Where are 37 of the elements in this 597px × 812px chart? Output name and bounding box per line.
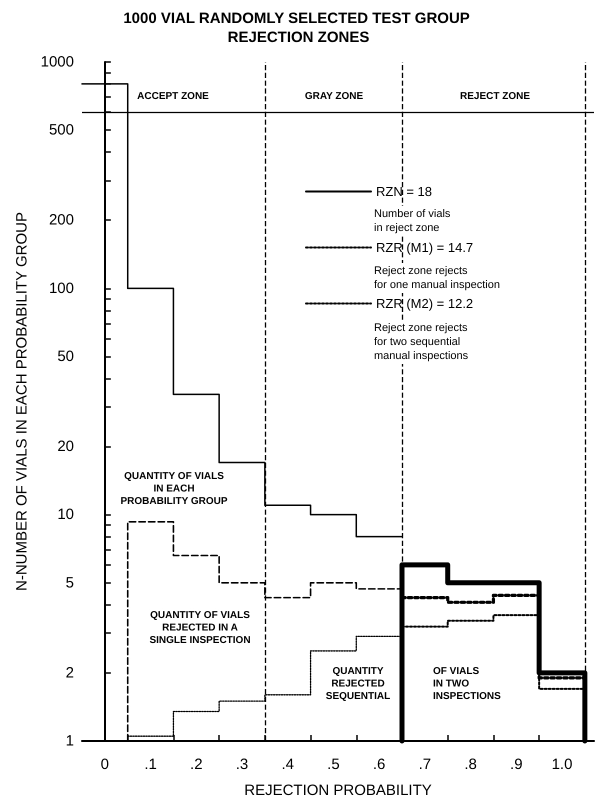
x-tick-label: .9 [510, 756, 523, 773]
x-tick-label: .7 [418, 756, 432, 773]
y-axis-title: N-NUMBER OF VIALS IN EACH PROBABILITY GROUP [14, 212, 31, 591]
y-tick-label: 1 [66, 732, 74, 750]
legend-label: RZR (M1) = 14.7 [376, 240, 474, 255]
annotation: Reject zone rejects for two sequential manual inspections [374, 322, 469, 362]
legend-label: RZN = 18 [376, 184, 432, 199]
annotation: OF VIALS IN TWO INSPECTIONS [433, 666, 502, 702]
y-tick-label: 20 [57, 438, 74, 456]
y-tick-label: 100 [48, 280, 74, 297]
legend-label: RZR (M2) = 12.2 [376, 296, 474, 311]
x-tick-label: .5 [327, 756, 340, 773]
annotation: ACCEPT ZONE [137, 90, 210, 102]
y-tick-label: 50 [57, 348, 74, 365]
x-tick-label: .4 [281, 756, 294, 773]
annotation: QUANTITY REJECTED SEQUENTIAL [326, 666, 390, 702]
y-tick-label: 10 [57, 506, 74, 524]
y-tick-label: 5 [66, 574, 74, 592]
annotation: QUANTITY OF VIALS REJECTED IN A SINGLE INSPECTION [149, 610, 251, 646]
x-tick-label: .2 [190, 756, 203, 773]
x-tick-label: .3 [236, 756, 248, 773]
y-tick-label: 500 [48, 122, 74, 139]
x-tick-label: .8 [464, 756, 477, 773]
x-tick-label: .1 [144, 756, 157, 773]
y-tick-label: 1000 [40, 54, 74, 70]
x-axis-title: REJECTION PROBABILITY [244, 782, 432, 799]
annotation: QUANTITY OF VIALS IN EACH PROBABILITY GROUP [120, 470, 228, 507]
annotation: Number of vials in reject zone [374, 208, 451, 234]
annotation: GRAY ZONE [304, 90, 364, 102]
annotation: REJECT ZONE [460, 90, 530, 102]
annotation: Reject zone rejects for one manual inspection [374, 265, 500, 291]
chart-title: 1000 VIAL RANDOMLY SELECTED TEST GROUP REJECTION ZONES [123, 10, 474, 46]
x-tick-label: 1.0 [552, 756, 572, 773]
x-tick-label: 0 [100, 756, 110, 773]
x-tick-label: .6 [372, 756, 386, 773]
y-tick-label: 200 [48, 212, 74, 229]
y-tick-label: 2 [66, 664, 74, 682]
